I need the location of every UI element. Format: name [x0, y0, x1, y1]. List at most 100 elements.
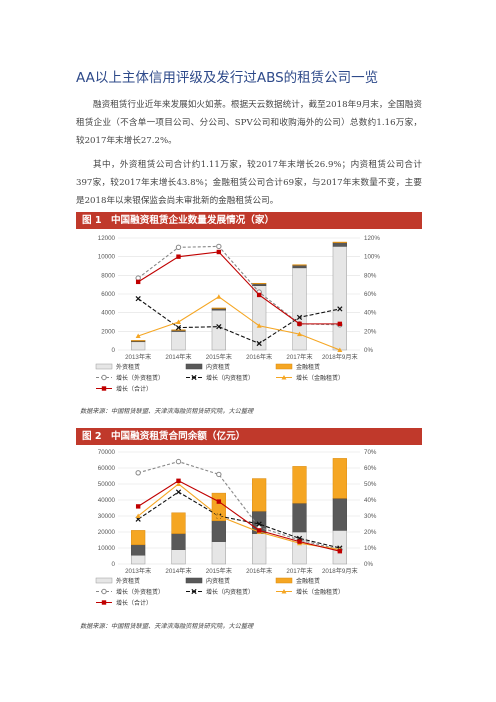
- bar-1: [292, 502, 307, 533]
- y2-tick-label: 40%: [364, 497, 377, 504]
- legend-marker: [191, 374, 197, 381]
- point-3: [176, 478, 181, 483]
- point-1: [256, 340, 262, 347]
- bar-2: [211, 307, 226, 309]
- point-1: [256, 521, 262, 527]
- figure-2-heading: 中国融资租赁合同余额（亿元）: [110, 431, 246, 442]
- point-1: [296, 314, 303, 320]
- legend-marker: [101, 374, 107, 381]
- y2-tick-label: 40%: [364, 310, 377, 317]
- y2-tick-label: 20%: [364, 529, 377, 536]
- series-line-3: [137, 480, 340, 552]
- bar-2: [292, 264, 307, 266]
- point-2: [256, 323, 262, 328]
- legend-label: 增长（金融租赁）: [296, 588, 344, 596]
- bar-2: [252, 478, 267, 512]
- bar-0: [252, 533, 267, 565]
- legend-swatch: [95, 363, 113, 370]
- series-line-0: [137, 245, 340, 326]
- point-3: [216, 249, 222, 255]
- y-tick-label: 8000: [101, 272, 115, 279]
- point-3: [297, 321, 302, 327]
- bar-0: [292, 267, 307, 351]
- legend-swatch: [95, 577, 113, 584]
- point-2: [337, 347, 343, 352]
- bar-1: [332, 242, 347, 247]
- point-2: [297, 331, 302, 337]
- point-3: [135, 504, 141, 509]
- figure-1-label: 图 1: [82, 215, 102, 226]
- point-0: [216, 471, 222, 478]
- point-3: [216, 499, 222, 504]
- y2-tick-label: 20%: [364, 328, 377, 335]
- y-tick-label: 12000: [98, 235, 116, 242]
- point-0: [175, 458, 182, 465]
- bar-2: [131, 530, 146, 546]
- y2-tick-label: 60%: [364, 465, 377, 472]
- bar-1: [292, 265, 307, 269]
- series-line-0: [138, 461, 340, 551]
- bar-2: [131, 340, 146, 342]
- legend-label: 增长（合计）: [116, 599, 152, 607]
- bar-1: [131, 544, 146, 556]
- legend-label: 金融租赁: [296, 577, 320, 585]
- y-tick-label: 4000: [101, 310, 115, 317]
- point-3: [256, 292, 262, 298]
- point-3: [297, 539, 302, 544]
- y-tick-label: 50000: [98, 481, 116, 488]
- legend-label: 增长（金融租赁）: [296, 374, 344, 382]
- y2-tick-label: 0%: [364, 347, 373, 354]
- point-2: [176, 319, 181, 324]
- legend-label: 增长（外资租赁）: [116, 588, 164, 596]
- point-2: [216, 513, 222, 518]
- y2-tick-label: 10%: [364, 545, 377, 552]
- bar-2: [292, 466, 307, 504]
- figure-2-header: 图 2 中国融资租赁合同余额（亿元）: [76, 428, 422, 445]
- x-tick-label: 2018年9月末: [322, 353, 358, 361]
- bar-1: [332, 498, 347, 531]
- x-tick-label: 2015年末: [206, 567, 232, 575]
- y-tick-label: 60000: [98, 465, 116, 472]
- y-tick-label: 10000: [98, 545, 116, 552]
- x-tick-label: 2013年末: [125, 353, 151, 361]
- figure-1-chart: 0 2000 4000 6000 8000 10000 12000 0% 20% 40% 60% 80…: [95, 235, 380, 393]
- bar-0: [211, 541, 226, 565]
- bar-2: [171, 329, 186, 331]
- point-0: [135, 470, 141, 476]
- y-tick-label: 10000: [98, 254, 116, 261]
- y-tick-label: 6000: [101, 291, 115, 298]
- legend-swatch: [185, 363, 203, 370]
- y2-tick-label: 80%: [364, 272, 377, 279]
- point-1: [175, 489, 182, 495]
- point-2: [135, 513, 141, 518]
- legend-label: 增长（内资租赁）: [206, 588, 254, 596]
- bar-0: [131, 341, 146, 351]
- point-1: [337, 306, 343, 312]
- x-tick-label: 2016年末: [246, 353, 272, 361]
- x-tick-label: 2016年末: [246, 567, 272, 575]
- point-1: [135, 296, 141, 302]
- bar-0: [131, 554, 146, 565]
- point-1: [216, 324, 222, 330]
- legend-label: 内资租赁: [206, 363, 230, 371]
- point-1: [175, 324, 182, 331]
- legend-marker: [281, 589, 287, 594]
- y-tick-label: 70000: [98, 449, 116, 456]
- legend-marker: [191, 588, 197, 595]
- y2-tick-label: 30%: [364, 513, 377, 520]
- bar-2: [332, 241, 347, 243]
- bar-1: [171, 533, 186, 550]
- y2-tick-label: 0%: [364, 561, 373, 568]
- point-0: [216, 243, 222, 250]
- y-tick-label: 2000: [101, 328, 115, 335]
- series-line-1: [137, 298, 340, 345]
- y-tick-label: 40000: [98, 497, 116, 504]
- y2-tick-label: 120%: [364, 235, 380, 242]
- x-tick-label: 2013年末: [125, 567, 151, 575]
- y2-tick-label: 60%: [364, 291, 377, 298]
- point-2: [216, 294, 222, 299]
- y-tick-label: 0: [112, 561, 116, 568]
- figure-1-source: 数据来源：中国租赁联盟、天津滨海融资租赁研究院，大公整理: [80, 408, 254, 415]
- figure-2-chart: 0 10000 20000 30000 40000 50000 60000 70000 0% 10…: [95, 449, 377, 607]
- bar-1: [211, 520, 226, 542]
